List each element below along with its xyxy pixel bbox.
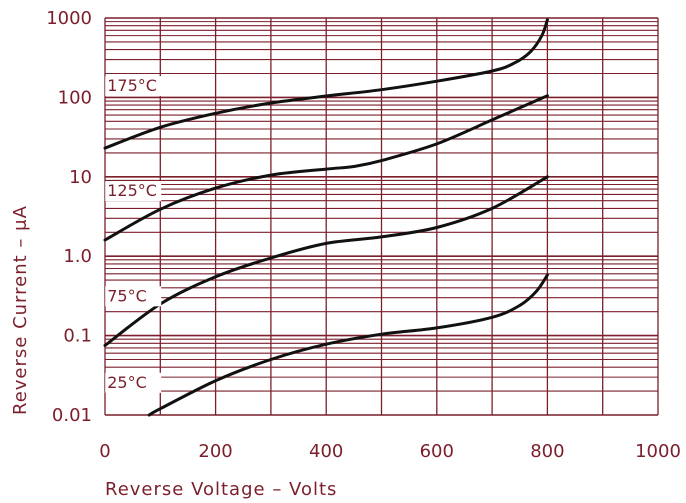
series-label: 75°C [107,286,147,305]
x-tick-label: 800 [530,441,564,462]
series-label-background [105,181,162,202]
chart-curves [103,18,549,417]
series-label: 125°C [107,181,157,200]
chart-grid [104,17,659,416]
series-label-background [105,286,162,307]
series-line-1 [103,94,549,242]
series-label-background [105,76,162,97]
series-label-background [105,372,162,393]
x-axis-title: Reverse Voltage – Volts [105,479,337,500]
series-line-2 [103,175,549,347]
y-tick-label: 1000 [46,8,92,29]
y-tick-label: 100 [58,87,92,108]
chart-labels: 0 200 400 600 800 1000 0.01 0.1 1.0 10 100 1000 175°… [46,8,681,462]
series-label: 25°C [107,373,147,392]
x-tick-label: 600 [420,441,454,462]
x-tick-label: 200 [198,441,232,462]
y-tick-label: 0.01 [52,405,92,426]
y-axis-title: Reverse Current – μA [10,205,31,415]
x-tick-label: 0 [99,441,110,462]
y-tick-label: 10 [69,167,92,188]
x-tick-label: 1000 [635,441,681,462]
y-tick-label: 1.0 [63,246,92,267]
series-line-3 [147,273,549,417]
series-line-0 [103,18,549,150]
series-label: 175°C [107,76,157,95]
x-tick-label: 400 [309,441,343,462]
y-tick-label: 0.1 [63,326,92,347]
